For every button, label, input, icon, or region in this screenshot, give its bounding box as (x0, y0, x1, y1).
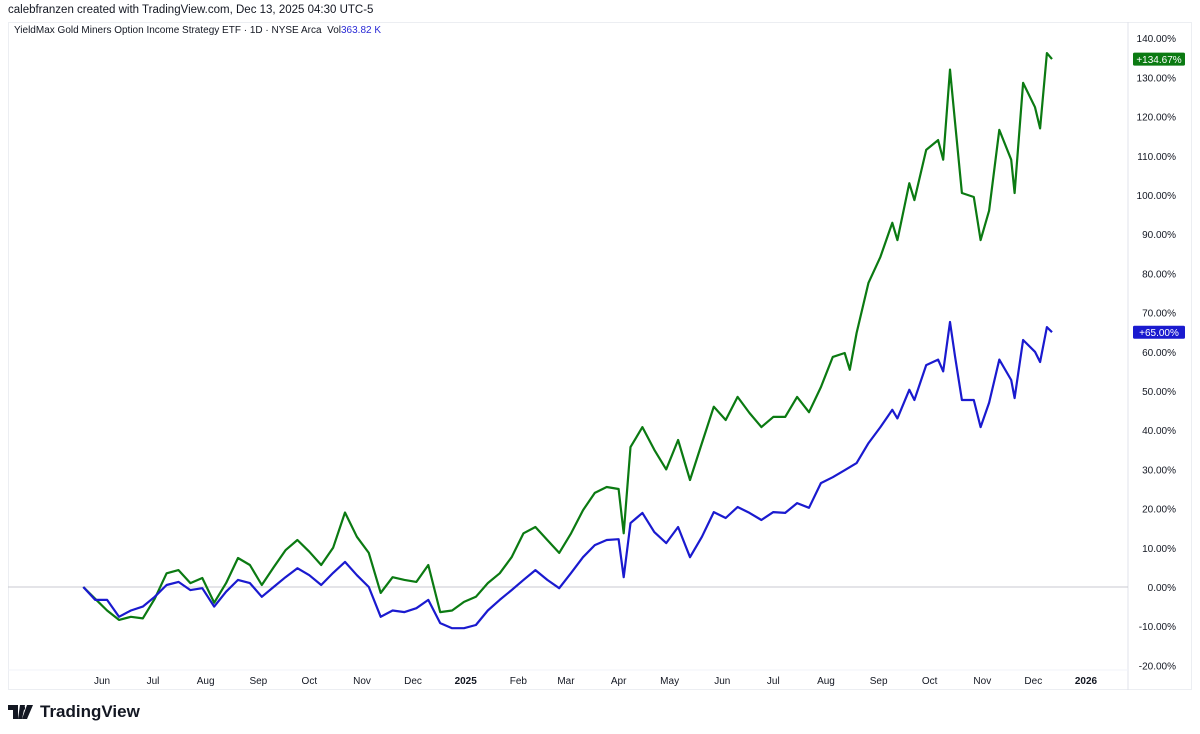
y-tick-label: 0.00% (1148, 583, 1176, 594)
volume-value: 363.82 K (340, 25, 382, 36)
x-tick-label: Aug (197, 676, 215, 687)
last-value-label-0: +134.67% (1136, 55, 1181, 66)
x-tick-label: Feb (510, 676, 528, 687)
y-tick-label: 80.00% (1142, 269, 1176, 280)
symbol-description: YieldMax Gold Miners Option Income Strat… (14, 25, 322, 36)
x-tick-label: Jun (714, 676, 730, 687)
x-tick-label: Dec (1024, 676, 1042, 687)
y-tick-label: 100.00% (1137, 191, 1177, 202)
x-tick-label: 2026 (1075, 676, 1098, 687)
x-tick-label: Sep (249, 676, 267, 687)
credit-text: calebfranzen created with TradingView.co… (8, 4, 374, 16)
y-tick-label: 120.00% (1137, 113, 1177, 124)
x-tick-label: Oct (302, 676, 318, 687)
x-tick-label: Dec (404, 676, 422, 687)
y-tick-label: 50.00% (1142, 387, 1176, 398)
x-tick-label: Sep (870, 676, 888, 687)
y-tick-label: 110.00% (1137, 152, 1176, 163)
series-line-1 (82, 320, 1053, 630)
y-tick-label: 40.00% (1142, 426, 1176, 437)
y-tick-label: 140.00% (1137, 34, 1177, 45)
x-tick-label: May (660, 676, 679, 687)
x-tick-label: Oct (922, 676, 938, 687)
last-value-badge-0 (1133, 52, 1185, 66)
x-tick-label: Apr (611, 676, 627, 687)
tradingview-logo[interactable]: TradingView (8, 702, 140, 722)
y-tick-label: -10.00% (1139, 622, 1176, 633)
chart-panel (8, 22, 1192, 690)
x-tick-label: 2025 (455, 676, 478, 687)
y-tick-label: 90.00% (1142, 230, 1176, 241)
y-tick-label: -20.00% (1139, 661, 1176, 672)
y-tick-label: 20.00% (1142, 505, 1176, 516)
series-line-0 (82, 51, 1053, 622)
last-value-badge-1 (1133, 325, 1185, 339)
x-tick-label: Jul (147, 676, 160, 687)
y-tick-label: 30.00% (1142, 465, 1176, 476)
x-tick-label: Nov (973, 676, 991, 687)
legend: YieldMax Gold Miners Option Income Strat… (14, 25, 381, 36)
y-tick-label: 60.00% (1142, 348, 1176, 359)
y-tick-label: 70.00% (1142, 309, 1176, 320)
logo-text: TradingView (40, 702, 140, 721)
x-tick-label: Nov (353, 676, 371, 687)
x-tick-label: Mar (557, 676, 575, 687)
x-tick-label: Jun (94, 676, 110, 687)
y-tick-label: 130.00% (1137, 73, 1177, 84)
x-tick-label: Jul (767, 676, 780, 687)
y-tick-label: 10.00% (1142, 544, 1176, 555)
volume-label: Vol (327, 25, 341, 36)
tradingview-logo-icon (8, 705, 33, 719)
x-tick-label: Aug (817, 676, 835, 687)
last-value-label-1: +65.00% (1139, 328, 1179, 339)
